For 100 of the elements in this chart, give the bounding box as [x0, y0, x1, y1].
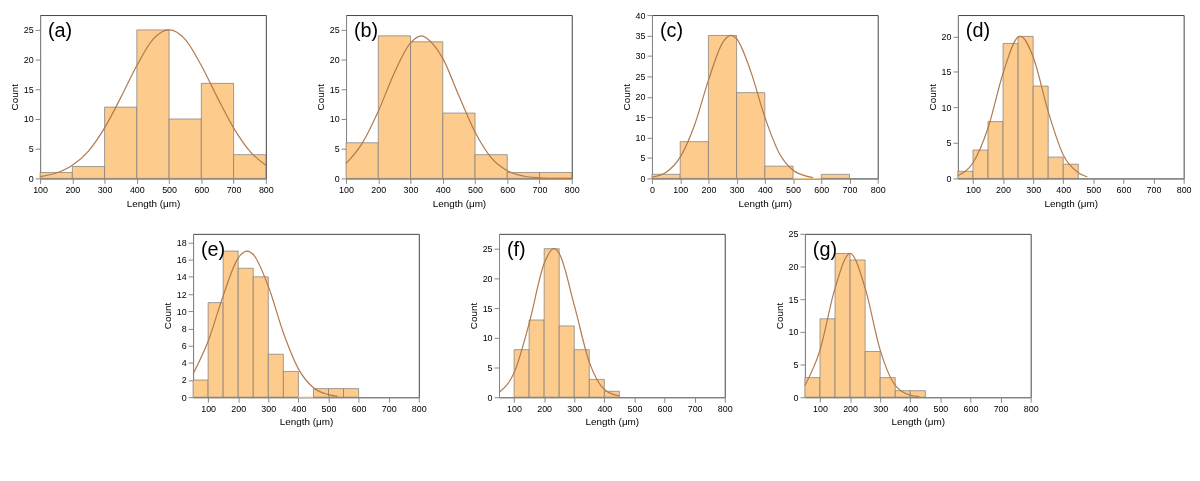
x-tick-label: 200: [65, 184, 81, 195]
y-tick-label: 18: [176, 237, 187, 248]
x-axis-title: Length (μm): [1044, 197, 1099, 209]
y-tick-label: 30: [635, 51, 646, 62]
x-tick-label: 800: [258, 184, 274, 195]
y-tick-label: 25: [482, 244, 493, 255]
y-tick-label: 20: [941, 31, 952, 42]
x-tick-label: 800: [1176, 184, 1192, 195]
x-tick-label: 100: [673, 184, 689, 195]
y-tick-label: 14: [176, 272, 187, 283]
y-tick-label: 40: [635, 10, 646, 21]
annotation: (d): [965, 18, 991, 41]
y-tick-label: 20: [635, 92, 646, 103]
x-tick-label: 600: [963, 403, 979, 414]
x-tick-label: 200: [701, 184, 717, 195]
x-tick-label: 600: [194, 184, 210, 195]
annotation: (a): [48, 18, 73, 41]
y-tick-label: 15: [482, 303, 493, 314]
x-tick-label: 0: [649, 184, 655, 195]
y-tick-label: 5: [334, 144, 340, 155]
y-tick-label: 8: [181, 323, 187, 334]
x-tick-label: 200: [843, 403, 859, 414]
y-tick-label: 16: [176, 255, 187, 266]
x-tick-label: 100: [33, 184, 49, 195]
y-tick-label: 5: [946, 138, 952, 149]
annotation: (c): [659, 18, 683, 41]
y-tick-label: 2: [181, 375, 187, 386]
y-tick-label: 20: [788, 261, 799, 272]
y-tick-label: 20: [482, 273, 493, 284]
annotation: (f): [506, 237, 526, 260]
x-tick-label: 300: [97, 184, 113, 195]
x-tick-label: 500: [627, 403, 643, 414]
y-tick-label: 0: [946, 173, 952, 184]
y-tick-label: 25: [788, 229, 799, 240]
annotation: (g): [812, 237, 838, 260]
x-tick-label: 700: [381, 403, 397, 414]
x-tick-label: 500: [786, 184, 802, 195]
y-tick-label: 20: [23, 55, 34, 66]
x-tick-label: 400: [903, 403, 919, 414]
y-tick-label: 5: [487, 362, 493, 373]
x-tick-label: 100: [507, 403, 523, 414]
x-tick-label: 700: [532, 184, 548, 195]
y-tick-label: 15: [635, 112, 646, 123]
y-axis-title: Count: [8, 83, 20, 111]
x-tick-label: 100: [201, 403, 217, 414]
y-axis-title: Count: [773, 302, 785, 330]
annotation: (e): [200, 237, 226, 260]
y-tick-label: 12: [176, 289, 187, 300]
x-tick-label: 500: [933, 403, 949, 414]
x-tick-label: 400: [435, 184, 451, 195]
y-axis-title: Count: [926, 83, 938, 111]
x-tick-label: 600: [657, 403, 673, 414]
y-tick-label: 0: [793, 392, 799, 403]
y-tick-label: 35: [635, 30, 646, 41]
x-axis-title: Length (μm): [585, 416, 640, 428]
y-tick-label: 0: [28, 173, 34, 184]
x-tick-label: 500: [321, 403, 337, 414]
x-tick-label: 300: [403, 184, 419, 195]
x-tick-label: 200: [537, 403, 553, 414]
x-tick-label: 700: [842, 184, 858, 195]
x-tick-label: 800: [870, 184, 886, 195]
y-axis-title: Count: [620, 83, 632, 111]
x-tick-label: 400: [597, 403, 613, 414]
x-tick-label: 700: [687, 403, 703, 414]
y-tick-label: 10: [788, 327, 799, 338]
y-tick-label: 4: [181, 358, 187, 369]
y-tick-label: 5: [640, 153, 646, 164]
y-tick-label: 0: [640, 173, 646, 184]
x-tick-label: 700: [226, 184, 242, 195]
x-tick-label: 200: [996, 184, 1012, 195]
x-tick-label: 500: [162, 184, 178, 195]
x-tick-label: 600: [814, 184, 830, 195]
x-tick-label: 100: [966, 184, 981, 195]
y-tick-label: 10: [176, 306, 187, 317]
x-tick-label: 700: [993, 403, 1009, 414]
y-tick-label: 10: [329, 114, 340, 125]
y-tick-label: 0: [181, 392, 187, 403]
x-tick-label: 800: [717, 403, 733, 414]
y-tick-label: 15: [941, 67, 952, 78]
x-tick-label: 200: [371, 184, 387, 195]
y-tick-label: 20: [329, 55, 340, 66]
y-tick-label: 25: [23, 25, 34, 36]
x-axis-title: Length (μm): [738, 197, 793, 209]
y-tick-label: 10: [482, 333, 493, 344]
y-tick-label: 0: [487, 392, 493, 403]
x-tick-label: 800: [564, 184, 580, 195]
x-tick-label: 500: [468, 184, 483, 195]
y-tick-label: 5: [793, 360, 799, 371]
x-axis-title: Length (μm): [126, 197, 181, 209]
y-tick-label: 10: [941, 102, 952, 113]
x-tick-label: 800: [1023, 403, 1039, 414]
x-axis-title: Length (μm): [891, 416, 946, 428]
y-tick-label: 15: [788, 294, 799, 305]
x-tick-label: 200: [231, 403, 247, 414]
x-tick-label: 300: [873, 403, 889, 414]
y-tick-label: 15: [23, 84, 34, 95]
x-tick-label: 400: [1056, 184, 1072, 195]
y-tick-label: 10: [635, 133, 646, 144]
y-axis-title: Count: [467, 302, 479, 330]
x-tick-label: 300: [729, 184, 745, 195]
